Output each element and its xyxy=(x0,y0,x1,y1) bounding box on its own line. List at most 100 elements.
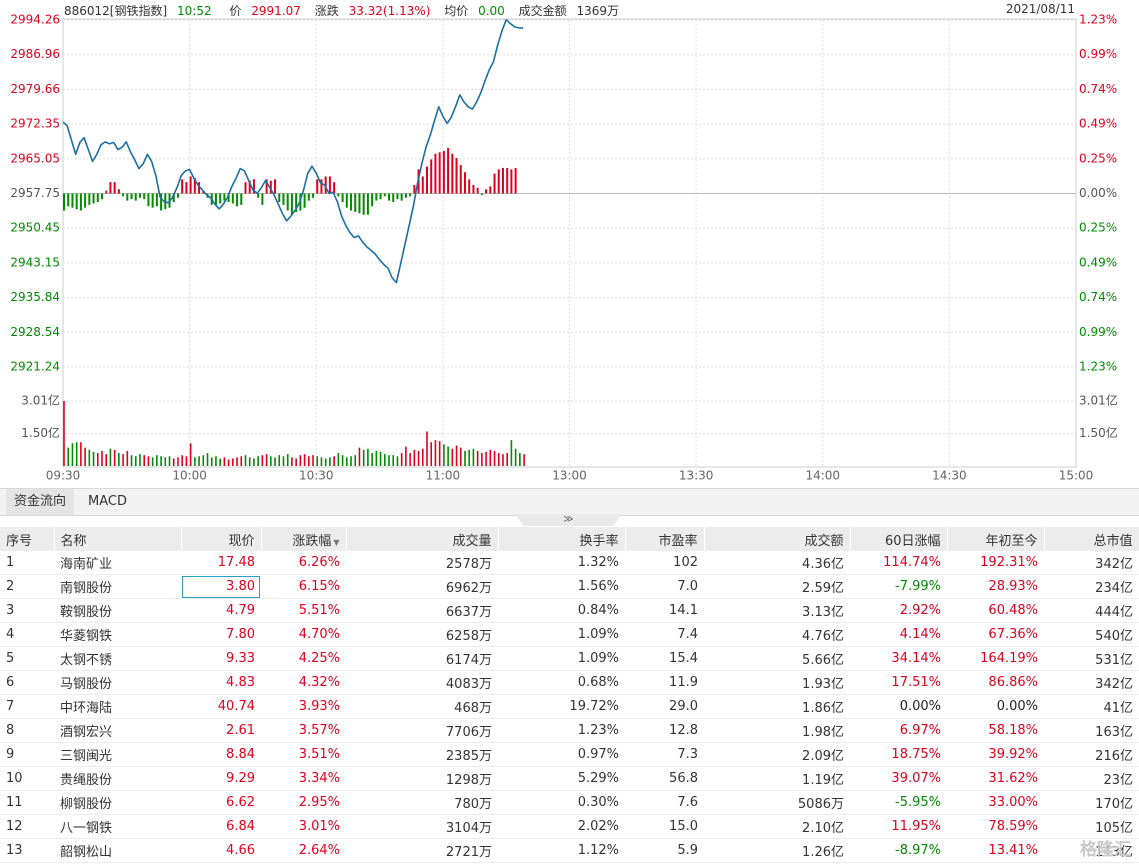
cell-amount: 1.26亿 xyxy=(704,838,850,863)
cell-rank: 5 xyxy=(0,646,54,671)
cell-rank: 1 xyxy=(0,551,54,575)
cell-change-pct: 6.15% xyxy=(261,574,346,599)
cell-60d-change: 39.07% xyxy=(850,766,947,791)
x-tick-label: 09:30 xyxy=(46,469,81,483)
avg-value: 0.00 xyxy=(478,4,505,18)
cell-rank: 11 xyxy=(0,790,54,815)
cell-volume: 6174万 xyxy=(346,646,498,671)
col-header-price[interactable]: 现价 xyxy=(181,527,262,551)
chart-plot[interactable]: 2994.26 1.23% 2986.96 0.99% 2979.66 0.74% 2972… xyxy=(0,0,1139,488)
x-tick-label: 14:30 xyxy=(932,469,967,483)
price-value: 2991.07 xyxy=(251,4,301,18)
cell-60d-change: -5.95% xyxy=(850,790,947,815)
table-row[interactable]: 7 中环海陆 40.74 3.93% 468万 19.72% 29.0 1.86亿 0.00% 0… xyxy=(0,694,1139,719)
table-row[interactable]: 10 贵绳股份 9.29 3.34% 1298万 5.29% 56.8 1.19亿 39.07%… xyxy=(0,766,1139,791)
cell-amount: 5.66亿 xyxy=(704,646,850,671)
col-header-name[interactable]: 名称 xyxy=(54,527,182,551)
table-row[interactable]: 13 韶钢松山 4.66 2.64% 2721万 1.12% 5.9 1.26亿 -8.97% 1… xyxy=(0,838,1139,863)
cell-ytd: 13.41% xyxy=(947,838,1044,863)
cell-turnover-rate: 0.84% xyxy=(498,598,625,623)
cell-amount: 2.09亿 xyxy=(704,742,850,767)
tab-capital-flow[interactable]: 资金流向 xyxy=(6,489,75,515)
cell-volume: 7706万 xyxy=(346,718,498,743)
cell-60d-change: 18.75% xyxy=(850,742,947,767)
cell-name: 八一钢铁 xyxy=(54,814,181,839)
tab-macd[interactable]: MACD xyxy=(88,494,127,509)
cell-rank: 4 xyxy=(0,622,54,647)
cell-price: 9.33 xyxy=(181,646,261,671)
y-tick-label-left: 2928.54 xyxy=(10,325,60,339)
cell-price: 6.62 xyxy=(181,790,261,815)
cell-rank: 2 xyxy=(0,574,54,599)
cell-pe: 7.6 xyxy=(625,790,704,815)
avg-label: 均价 xyxy=(444,4,469,18)
y-tick-label-right: 0.25% xyxy=(1079,151,1117,165)
cell-ytd: 31.62% xyxy=(947,766,1044,791)
col-header-ytd[interactable]: 年初至今 xyxy=(947,527,1045,551)
cell-change-pct: 3.51% xyxy=(261,742,346,767)
table-row[interactable]: 2 南钢股份 3.80 6.15% 6962万 1.56% 7.0 2.59亿 -7.99% 28… xyxy=(0,574,1139,599)
cell-change-pct: 3.01% xyxy=(261,814,346,839)
col-header-60d-change[interactable]: 60日涨幅 xyxy=(850,527,948,551)
table-row[interactable]: 6 马钢股份 4.83 4.32% 4083万 0.68% 11.9 1.93亿 17.51% 8… xyxy=(0,670,1139,695)
cell-60d-change: 4.14% xyxy=(850,622,947,647)
cell-price: 17.48 xyxy=(181,551,261,575)
y-tick-label-right: 0.49% xyxy=(1079,117,1117,131)
cell-rank: 12 xyxy=(0,814,54,839)
cell-amount: 1.98亿 xyxy=(704,718,850,743)
cell-60d-change: -8.97% xyxy=(850,838,947,863)
col-header-volume[interactable]: 成交量 xyxy=(346,527,499,551)
cell-pe: 5.9 xyxy=(625,838,704,863)
price-line xyxy=(62,19,524,284)
cell-market-cap: 41亿 xyxy=(1044,694,1139,719)
vol-tick-label-right: 3.01亿 xyxy=(1079,393,1118,408)
cell-60d-change: 0.00% xyxy=(850,694,947,719)
cell-name: 酒钢宏兴 xyxy=(54,718,181,743)
y-tick-label-left: 2972.35 xyxy=(10,117,60,131)
cell-price: 6.84 xyxy=(181,814,261,839)
header-time: 10:52 xyxy=(177,4,212,18)
cell-ytd: 192.31% xyxy=(947,551,1044,575)
col-header-turnover-rate[interactable]: 换手率 xyxy=(498,527,626,551)
cell-market-cap: 342亿 xyxy=(1044,551,1139,575)
table-row[interactable]: 11 柳钢股份 6.62 2.95% 780万 0.30% 7.6 5086万 -5.95% 33… xyxy=(0,790,1139,815)
col-header-pe[interactable]: 市盈率 xyxy=(625,527,705,551)
intraday-chart-panel[interactable]: 886012[钢铁指数] 10:52 价 2991.07 涨跌 33.32(1.… xyxy=(0,0,1139,488)
cell-price: 8.84 xyxy=(181,742,261,767)
col-header-amount[interactable]: 成交额 xyxy=(704,527,851,551)
table-row[interactable]: 12 八一钢铁 6.84 3.01% 3104万 2.02% 15.0 2.10亿 11.95%… xyxy=(0,814,1139,839)
cell-rank: 8 xyxy=(0,718,54,743)
table-row[interactable]: 9 三钢闽光 8.84 3.51% 2385万 0.97% 7.3 2.09亿 18.75% 39… xyxy=(0,742,1139,767)
vol-tick-label-right: 1.50亿 xyxy=(1079,425,1118,440)
col-header-rank[interactable]: 序号 xyxy=(0,527,55,551)
table-row[interactable]: 4 华菱钢铁 7.80 4.70% 6258万 1.09% 7.4 4.76亿 4.14% 67.… xyxy=(0,622,1139,647)
cell-name: 中环海陆 xyxy=(54,694,181,719)
col-header-change-pct[interactable]: 涨跌幅 ▼ xyxy=(261,527,347,551)
cell-pe: 29.0 xyxy=(625,694,704,719)
cell-amount: 1.93亿 xyxy=(704,670,850,695)
cell-turnover-rate: 1.56% xyxy=(498,574,625,599)
table-row[interactable]: 1 海南矿业 17.48 6.26% 2578万 1.32% 102 4.36亿 114.74%… xyxy=(0,551,1139,575)
cell-amount: 2.10亿 xyxy=(704,814,850,839)
table-row[interactable]: 5 太钢不锈 9.33 4.25% 6174万 1.09% 15.4 5.66亿 34.14% 1… xyxy=(0,646,1139,671)
cell-pe: 7.0 xyxy=(625,574,704,599)
chart-header: 886012[钢铁指数] 10:52 价 2991.07 涨跌 33.32(1.… xyxy=(64,2,619,18)
y-tick-label-left: 2986.96 xyxy=(10,47,60,61)
cell-rank: 9 xyxy=(0,742,54,767)
y-tick-label-left: 2965.05 xyxy=(10,151,60,165)
collapse-handle[interactable]: ≫ xyxy=(515,514,622,526)
cell-ytd: 33.00% xyxy=(947,790,1044,815)
y-tick-label-right: 0.74% xyxy=(1079,290,1117,304)
y-tick-label-left: 2921.24 xyxy=(10,360,60,374)
cell-market-cap: 234亿 xyxy=(1044,574,1139,599)
cell-turnover-rate: 1.23% xyxy=(498,718,625,743)
cell-price: 2.61 xyxy=(181,718,261,743)
table-row[interactable]: 3 鞍钢股份 4.79 5.51% 6637万 0.84% 14.1 3.13亿 2.92% 60… xyxy=(0,598,1139,623)
col-header-market-cap[interactable]: 总市值 xyxy=(1044,527,1139,551)
table-row[interactable]: 8 酒钢宏兴 2.61 3.57% 7706万 1.23% 12.8 1.98亿 6.97% 58… xyxy=(0,718,1139,743)
cell-amount: 2.59亿 xyxy=(704,574,850,599)
cell-pe: 15.4 xyxy=(625,646,704,671)
cell-volume: 6258万 xyxy=(346,622,498,647)
cell-pe: 12.8 xyxy=(625,718,704,743)
cell-turnover-rate: 1.12% xyxy=(498,838,625,863)
